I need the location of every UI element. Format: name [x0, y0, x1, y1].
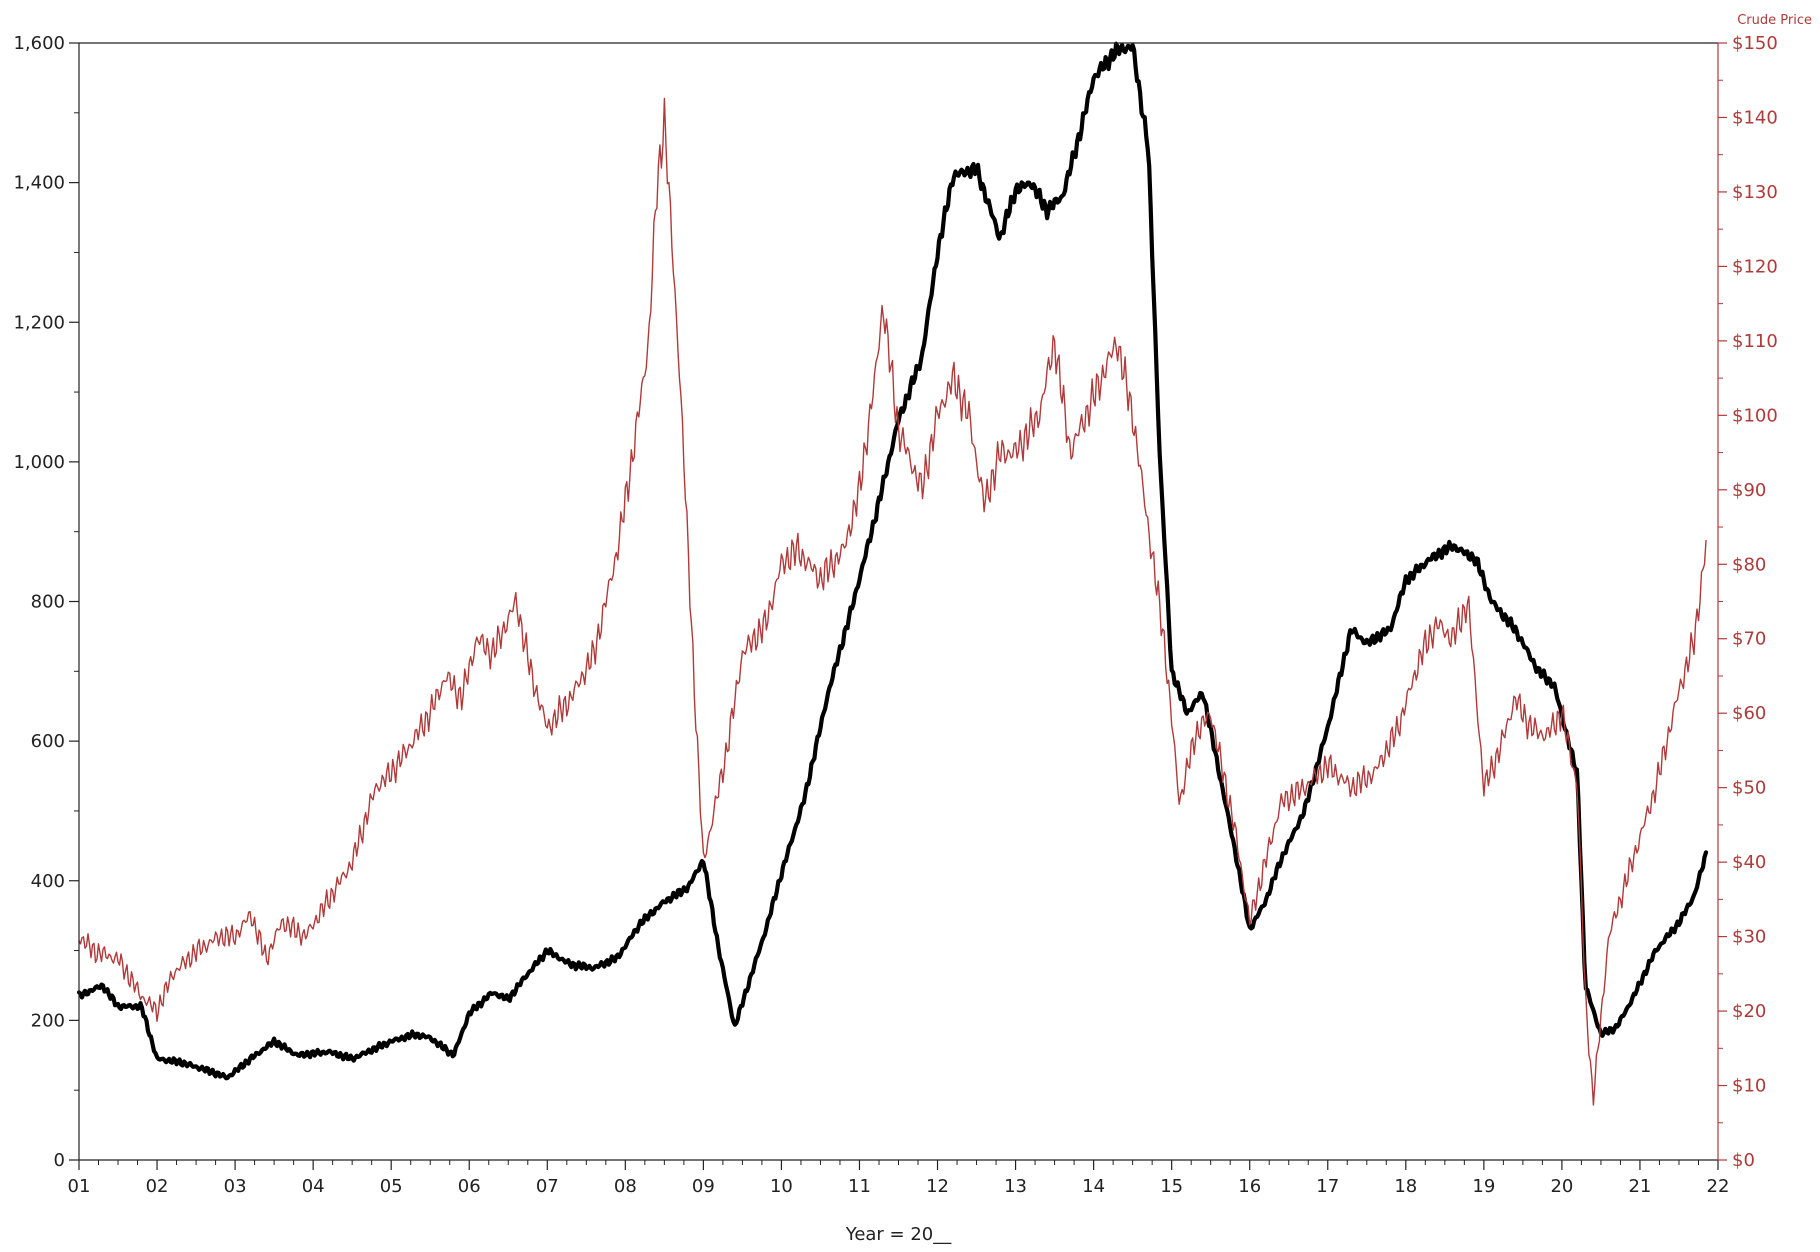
- y2-tick-label: $40: [1732, 852, 1766, 873]
- x-tick-label: 12: [926, 1176, 949, 1197]
- y-tick-label: 1,200: [13, 312, 65, 333]
- x-tick-label: 17: [1316, 1176, 1339, 1197]
- y2-tick-label: $110: [1732, 331, 1778, 352]
- x-tick-label: 06: [458, 1176, 481, 1197]
- x-tick-label: 08: [614, 1176, 637, 1197]
- y2-tick-label: $140: [1732, 107, 1778, 128]
- x-tick-label: 19: [1472, 1176, 1495, 1197]
- x-tick-label: 13: [1004, 1176, 1027, 1197]
- x-tick-label: 21: [1628, 1176, 1651, 1197]
- x-axis-title: Year = 20__: [845, 1224, 953, 1245]
- y2-tick-label: $20: [1732, 1001, 1766, 1022]
- series-layer: [76, 41, 1709, 1106]
- y-tick-label: 800: [31, 592, 65, 613]
- plot-frame: [78, 42, 1719, 1161]
- x-tick-label: 18: [1394, 1176, 1417, 1197]
- x-tick-label: 20: [1550, 1176, 1573, 1197]
- left-y-axis-ticks: 0 200 400 600 800 1,000 1,200 1,400 1,600: [13, 33, 79, 1171]
- y-tick-label: 400: [31, 871, 65, 892]
- y-tick-label: 1,600: [13, 33, 65, 54]
- right-y-axis-title: Crude Price: [1737, 13, 1812, 28]
- y2-tick-label: $50: [1732, 778, 1766, 799]
- y2-tick-label: $0: [1732, 1150, 1755, 1171]
- x-tick-label: 04: [302, 1176, 325, 1197]
- crude-price-series-line: [78, 97, 1707, 1106]
- x-tick-label: 22: [1707, 1176, 1730, 1197]
- y2-tick-label: $30: [1732, 927, 1766, 948]
- y2-tick-label: $120: [1732, 256, 1778, 277]
- y-tick-label: 1,000: [13, 452, 65, 473]
- y-tick-label: 200: [31, 1010, 65, 1031]
- y2-tick-label: $90: [1732, 480, 1766, 501]
- x-tick-label: 16: [1238, 1176, 1261, 1197]
- x-tick-label: 09: [692, 1176, 715, 1197]
- y2-tick-label: $80: [1732, 554, 1766, 575]
- x-tick-label: 10: [770, 1176, 793, 1197]
- x-tick-label: 05: [380, 1176, 403, 1197]
- y2-tick-label: $130: [1732, 182, 1778, 203]
- x-tick-label: 11: [848, 1176, 871, 1197]
- x-axis-ticks: 01 02 03 04 05 06 07 08 09 10 11 12 13 14 15 16 17 18 19 20…: [68, 1160, 1730, 1197]
- x-tick-label: 03: [224, 1176, 247, 1197]
- y2-tick-label: $10: [1732, 1076, 1766, 1097]
- right-y-axis-ticks: $0 $10 $20 $30 $40 $50 $60 $70 $80 $90 $100 $110 $12…: [1718, 33, 1778, 1171]
- primary-series-line: [76, 41, 1709, 1081]
- y2-tick-label: $100: [1732, 405, 1778, 426]
- y-tick-label: 600: [31, 731, 65, 752]
- y2-tick-label: $150: [1732, 33, 1778, 54]
- y2-tick-label: $70: [1732, 629, 1766, 650]
- x-tick-label: 14: [1082, 1176, 1105, 1197]
- y-tick-label: 1,400: [13, 173, 65, 194]
- x-tick-label: 15: [1160, 1176, 1183, 1197]
- x-tick-label: 02: [146, 1176, 169, 1197]
- x-tick-label: 07: [536, 1176, 559, 1197]
- x-tick-label: 01: [68, 1176, 91, 1197]
- y-tick-label: 0: [54, 1150, 65, 1171]
- y2-tick-label: $60: [1732, 703, 1766, 724]
